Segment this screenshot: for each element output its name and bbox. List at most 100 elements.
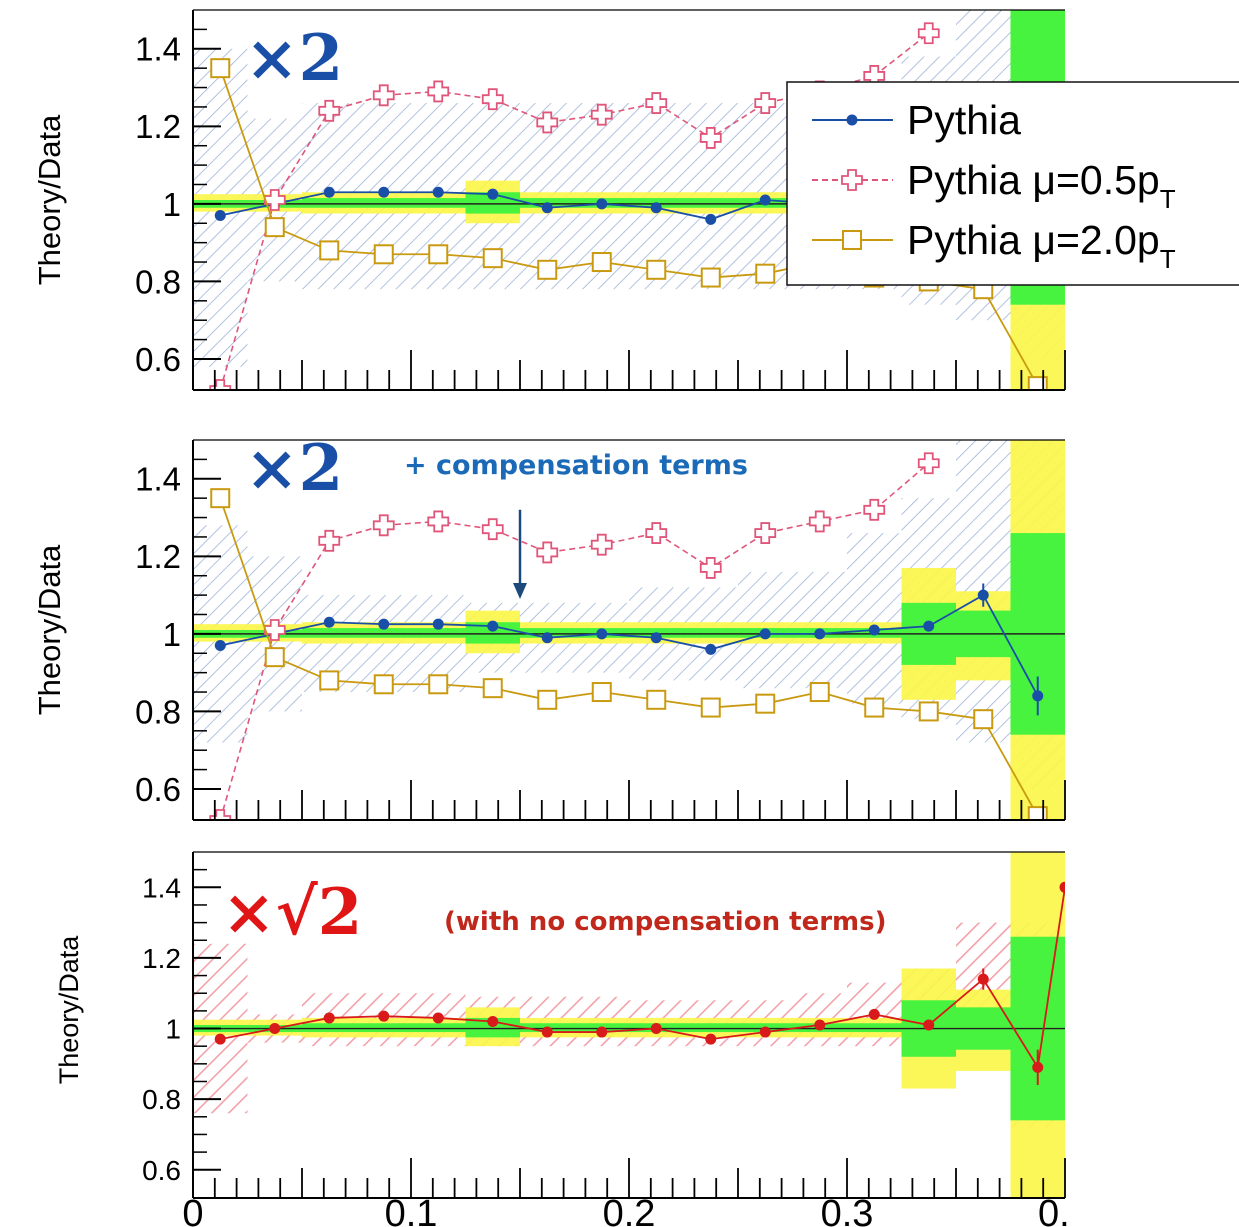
legend-marker: [842, 230, 862, 250]
data-point: [590, 533, 613, 556]
panel-middle-annotation: + compensation terms: [404, 450, 748, 481]
data-point: [487, 188, 499, 200]
y-tick-label: 1.4: [135, 31, 181, 68]
panel-bottom-factor-label: ×√2: [222, 875, 362, 950]
y-tick-label: 1: [163, 186, 181, 223]
data-point: [699, 127, 722, 149]
data-point: [323, 616, 335, 628]
data-point: [650, 1023, 662, 1035]
data-point: [373, 244, 394, 265]
data-point: [482, 678, 503, 699]
data-point: [918, 701, 939, 722]
data-point: [264, 647, 285, 668]
data-point: [378, 186, 390, 198]
y-tick-label: 1: [165, 1014, 181, 1045]
data-point: [814, 1019, 826, 1031]
data-point: [705, 1033, 717, 1045]
data-point: [755, 263, 776, 284]
panel-middle-axes: 0.6 0.8 1 1.2 1.4: [135, 439, 1066, 821]
data-point: [759, 1026, 771, 1038]
data-point: [759, 628, 771, 640]
uncertainty-inner: [302, 1023, 466, 1033]
data-point: [863, 498, 886, 521]
y-tick-label: 0.8: [135, 263, 181, 300]
panel-middle-bands: [193, 440, 1065, 820]
x-tick-label: 0.3: [821, 1193, 874, 1227]
data-point: [699, 557, 722, 579]
data-point: [596, 1026, 608, 1038]
y-tick-label: 0.8: [142, 1084, 181, 1115]
x-tick-label: 0.2: [603, 1193, 656, 1227]
data-point: [210, 58, 231, 79]
data-point: [754, 92, 777, 114]
data-point: [481, 518, 504, 541]
data-point: [646, 259, 667, 280]
x-tick-label-edge: 0.: [1038, 1193, 1070, 1227]
data-point: [868, 624, 880, 636]
data-point: [1032, 690, 1044, 702]
data-point: [318, 529, 341, 552]
data-point: [917, 22, 940, 45]
panel-top-axes: 0.6 0.8 1 1.2 1.4: [135, 9, 1066, 391]
data-point: [705, 643, 717, 655]
data-point: [1059, 881, 1065, 893]
data-point: [432, 618, 444, 630]
data-point: [650, 202, 662, 214]
uncertainty-inner: [520, 1023, 902, 1033]
data-point: [432, 186, 444, 198]
data-point: [645, 522, 668, 544]
data-point: [700, 267, 721, 288]
data-point: [487, 1015, 499, 1027]
data-point: [917, 452, 940, 475]
data-point: [432, 1012, 444, 1024]
y-tick-label: 0.6: [135, 341, 181, 378]
y-tick-label: 1.4: [135, 461, 181, 498]
x-axis-labels: 0 0.1 0.2 0.3 0.: [182, 1193, 1069, 1227]
data-point: [372, 84, 395, 107]
data-point: [214, 640, 226, 652]
data-point: [541, 632, 553, 644]
y-tick-label: 1.2: [135, 108, 181, 145]
data-point: [269, 1023, 281, 1035]
data-point: [596, 628, 608, 640]
data-point: [481, 88, 504, 111]
x-tick-label: 0.1: [385, 1193, 438, 1227]
series-line: [219, 497, 1039, 817]
data-point: [323, 186, 335, 198]
x-tick-label: 0: [182, 1193, 203, 1227]
data-point: [319, 240, 340, 261]
panel-bottom-axes: 0.6 0.8 1 1.2 1.4: [142, 851, 1066, 1199]
data-point: [705, 213, 717, 225]
data-point: [210, 488, 231, 509]
panel-middle-ylabel: Theory/Data: [32, 544, 67, 715]
data-point: [808, 510, 831, 533]
data-point: [487, 620, 499, 632]
data-point: [759, 194, 771, 206]
uncertainty-inner: [302, 628, 466, 638]
data-point: [755, 693, 776, 714]
data-point: [319, 670, 340, 691]
data-point: [814, 628, 826, 640]
data-point: [590, 103, 613, 126]
data-point: [591, 682, 612, 703]
panel-middle-lines: [209, 452, 1048, 820]
data-point: [923, 620, 935, 632]
y-tick-label: 0.6: [135, 771, 181, 808]
data-point: [378, 1010, 390, 1022]
data-point: [977, 589, 989, 601]
panel-middle: 0.6 0.8 1 1.2 1.4 Theory/Data ×2 + compensat…: [32, 431, 1066, 821]
data-point: [372, 514, 395, 537]
data-point: [1027, 806, 1048, 820]
series-line: [220, 593, 1039, 697]
data-point: [923, 1019, 935, 1031]
uncertainty-inner: [520, 628, 902, 638]
data-point: [536, 541, 559, 564]
panel-bottom-lines: [214, 881, 1065, 1086]
theory-band-segment: [847, 533, 902, 704]
data-point: [427, 80, 450, 103]
y-tick-label: 0.8: [135, 693, 181, 730]
data-point: [864, 697, 885, 718]
data-point: [1032, 1061, 1044, 1073]
